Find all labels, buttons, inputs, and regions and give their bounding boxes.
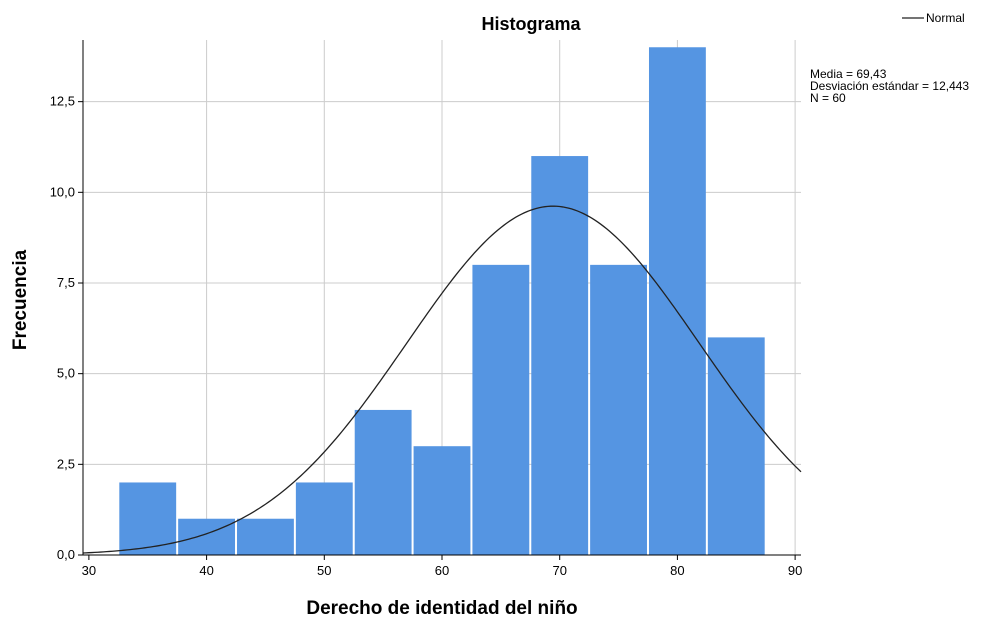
histogram-bar bbox=[590, 264, 647, 555]
x-axis-title: Derecho de identidad del niño bbox=[306, 598, 577, 619]
chart-title: Histograma bbox=[481, 14, 581, 34]
histogram-bar bbox=[648, 47, 706, 556]
normal-curve bbox=[82, 205, 802, 554]
histogram-bar bbox=[413, 446, 471, 555]
y-tick-label: 5,0 bbox=[57, 366, 75, 381]
x-tick-label: 50 bbox=[317, 563, 331, 578]
y-tick-label: 2,5 bbox=[57, 456, 75, 471]
stats-mean: Media = 69,43 bbox=[810, 67, 887, 81]
y-tick-label: 7,5 bbox=[57, 275, 75, 290]
x-tick-label: 60 bbox=[435, 563, 449, 578]
x-tick-label: 90 bbox=[788, 563, 802, 578]
histogram-bar bbox=[295, 482, 353, 555]
histogram-bar bbox=[472, 264, 530, 555]
x-tick-label: 80 bbox=[670, 563, 684, 578]
histogram-bar bbox=[237, 518, 294, 555]
x-tick-label: 70 bbox=[552, 563, 566, 578]
histogram-bar bbox=[119, 482, 177, 555]
histogram-bar bbox=[178, 518, 236, 555]
histogram-bar bbox=[531, 156, 589, 555]
y-tick-label: 0,0 bbox=[57, 547, 75, 562]
legend: Normal bbox=[902, 11, 965, 25]
y-tick-label: 12,5 bbox=[50, 94, 75, 109]
legend-normal-label: Normal bbox=[926, 11, 965, 25]
x-axis-ticks: 30 40 50 60 70 80 90 bbox=[82, 555, 802, 578]
x-tick-label: 30 bbox=[82, 563, 96, 578]
y-axis-ticks: 0,0 2,5 5,0 7,5 10,0 12,5 bbox=[50, 94, 83, 562]
stats-n: N = 60 bbox=[810, 91, 846, 105]
y-tick-label: 10,0 bbox=[50, 184, 75, 199]
y-axis-title: Frecuencia bbox=[10, 249, 31, 350]
histogram-bar bbox=[707, 337, 765, 555]
histogram-bar bbox=[354, 409, 412, 555]
stats-sd: Desviación estándar = 12,443 bbox=[810, 79, 970, 93]
histogram-bars bbox=[119, 47, 765, 556]
stats-box: Media = 69,43 Desviación estándar = 12,44… bbox=[810, 68, 969, 104]
x-tick-label: 40 bbox=[199, 563, 213, 578]
